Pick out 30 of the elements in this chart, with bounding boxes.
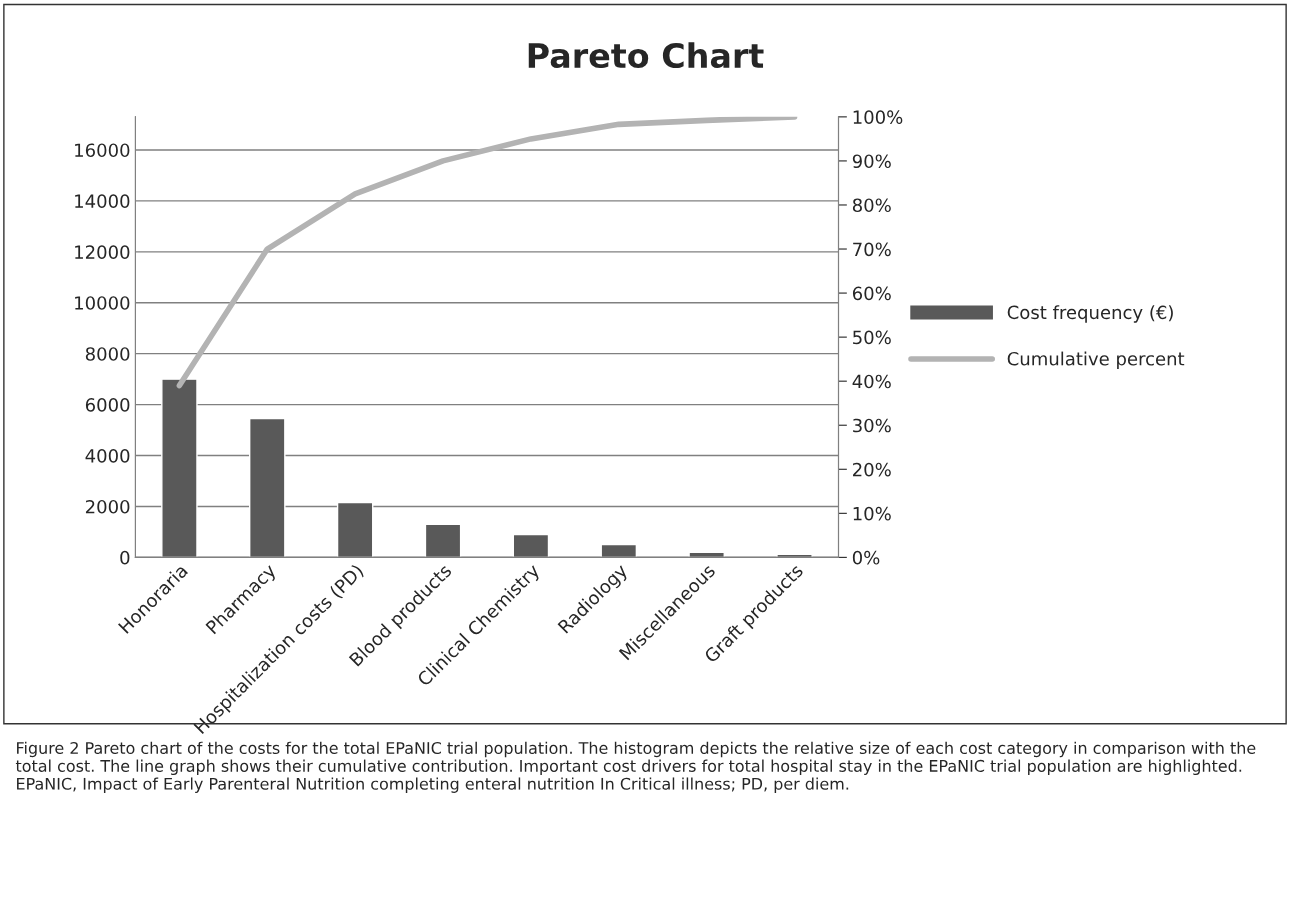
y2-tick-label: 60%: [852, 286, 891, 301]
y2-tick-label: 10%: [853, 506, 891, 521]
legend-label: Cumulative percent: [1007, 351, 1185, 370]
y-tick-label: 16000: [75, 143, 130, 158]
bar: [600, 543, 638, 558]
y2-tick-label: 20%: [853, 462, 891, 477]
bar: [424, 523, 462, 558]
y2-tick-label: 90%: [852, 154, 891, 169]
bar: [336, 501, 374, 558]
y2-tick-label: 30%: [853, 418, 891, 433]
caption: Figure 2 Pareto chart of the costs for the total EPaNIC trial population. The histogram depicts the relative size of each cost category in comparison with the total cost. The line graph shows their cumulative contribution. Important cost drivers for total hospital stay in the EPaNIC trial population are highlighted. EPaNIC, Impact of Early Parenteral Nutrition completing enteral nutrition In Critical illness; PD, per diem.: [15, 741, 1256, 793]
y-tick-label: 4000: [85, 448, 130, 463]
y2-tick-label: 50%: [853, 330, 891, 345]
y2-tick-label: 40%: [852, 374, 891, 389]
y2-tick-label: 80%: [852, 198, 891, 213]
bar: [161, 378, 198, 558]
bar: [249, 417, 286, 558]
y-tick-label: 0: [120, 550, 130, 565]
bar: [512, 533, 550, 558]
y-tick-label: 2000: [85, 499, 130, 514]
y2-tick-label: 70%: [853, 242, 891, 257]
y-tick-label: 6000: [85, 398, 130, 412]
legend-label: Cost frequency (€): [1007, 305, 1173, 323]
y2-tick-label: 0%: [852, 550, 880, 565]
y-tick-label: 14000: [75, 194, 130, 209]
y2-tick-label: 100%: [853, 110, 903, 124]
y-tick-label: 8000: [85, 347, 130, 361]
y-tick-label: 12000: [75, 245, 130, 259]
y-tick-label: 10000: [75, 296, 130, 310]
chart-title: Pareto Chart: [528, 42, 764, 69]
